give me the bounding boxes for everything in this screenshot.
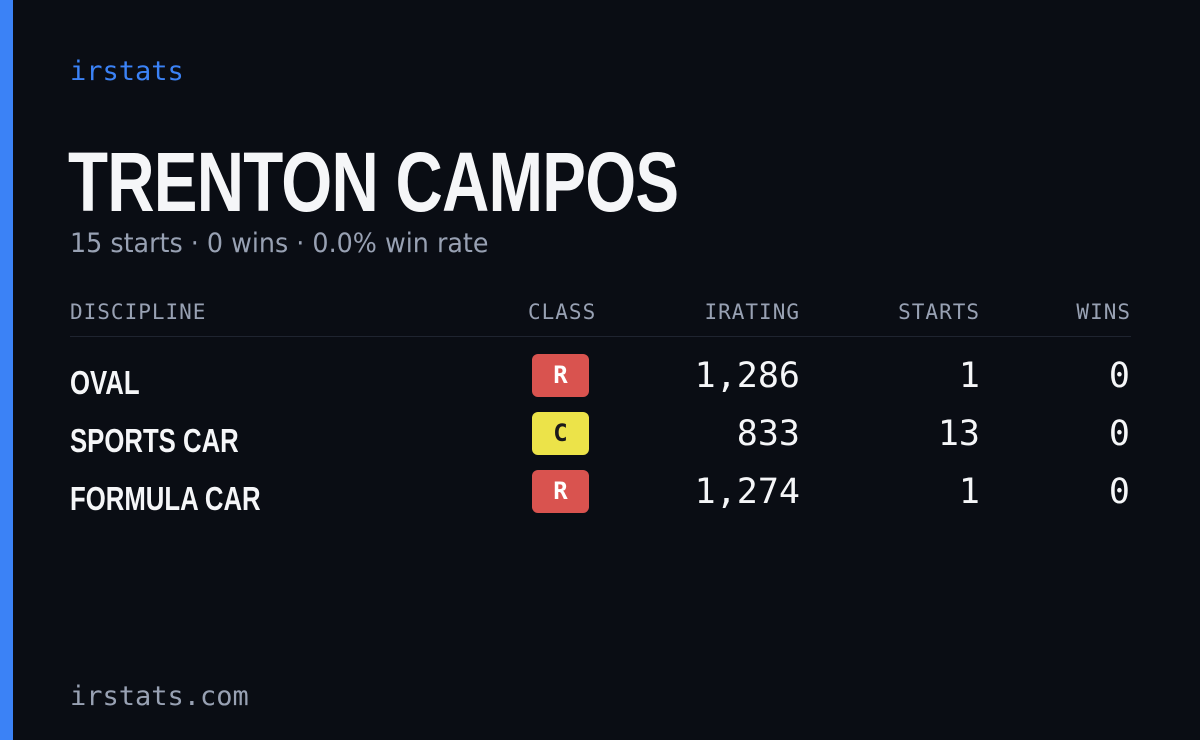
- driver-summary: 15 starts · 0 wins · 0.0% win rate: [70, 228, 489, 259]
- table-row-formula-car: FORMULA CAR R 1,274 1 0: [70, 470, 1131, 517]
- footer-url: irstats.com: [70, 681, 249, 712]
- header-class: CLASS: [528, 300, 597, 324]
- starts-value: 1: [958, 356, 980, 396]
- irating-value: 1,274: [694, 472, 800, 512]
- discipline-label: FORMULA CAR: [70, 480, 261, 517]
- wins-value: 0: [1108, 472, 1130, 512]
- table-header: DISCIPLINE CLASS IRATING STARTS WINS: [70, 300, 1131, 337]
- class-badge: R: [532, 354, 589, 397]
- starts-value: 13: [937, 414, 980, 454]
- irating-value: 1,286: [694, 356, 800, 396]
- table-row-oval: OVAL R 1,286 1 0: [70, 354, 1131, 401]
- class-badge: R: [532, 470, 589, 513]
- table-row-sports-car: SPORTS CAR C 833 13 0: [70, 412, 1131, 459]
- starts-value: 1: [958, 472, 980, 512]
- driver-name: TRENTON CAMPOS: [68, 135, 679, 229]
- header-discipline: DISCIPLINE: [70, 300, 207, 324]
- brand-logo-text: irstats: [70, 56, 184, 87]
- discipline-label: OVAL: [70, 364, 140, 401]
- irating-value: 833: [736, 414, 800, 454]
- wins-value: 0: [1108, 356, 1130, 396]
- header-wins: WINS: [1076, 300, 1131, 324]
- class-badge: C: [532, 412, 589, 455]
- wins-value: 0: [1108, 414, 1130, 454]
- discipline-label: SPORTS CAR: [70, 422, 239, 459]
- header-irating: IRATING: [704, 300, 800, 324]
- accent-bar: [0, 0, 13, 740]
- header-starts: STARTS: [898, 300, 980, 324]
